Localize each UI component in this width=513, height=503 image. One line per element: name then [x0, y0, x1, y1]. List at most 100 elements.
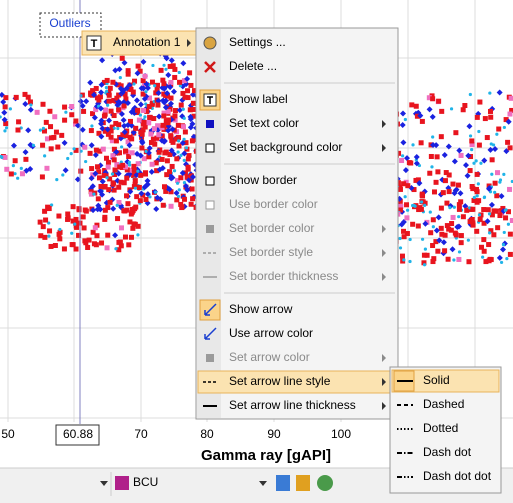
point	[115, 203, 119, 207]
menu-item[interactable]: Set arrow line thickness	[203, 398, 386, 412]
point	[48, 124, 54, 130]
point	[165, 109, 171, 115]
point	[154, 190, 158, 194]
point	[82, 238, 88, 244]
point	[413, 160, 420, 167]
point	[144, 177, 151, 184]
point	[0, 99, 7, 106]
point	[165, 72, 172, 79]
point	[488, 91, 492, 95]
point	[184, 146, 189, 150]
point	[424, 252, 430, 258]
menu-item[interactable]: Delete ...	[204, 59, 277, 73]
menu-item[interactable]: Show arrow	[199, 299, 293, 321]
menu-item[interactable]: Settings ...	[203, 35, 286, 50]
point	[438, 225, 444, 231]
point	[177, 70, 181, 75]
menu-item-label: Set arrow color	[229, 350, 310, 364]
point	[87, 150, 93, 156]
point	[121, 180, 127, 186]
point	[427, 170, 433, 176]
point	[503, 215, 509, 221]
menu-item[interactable]: Set arrow line style	[197, 370, 397, 394]
menu-item[interactable]: Set text color	[206, 116, 386, 130]
point	[484, 218, 491, 225]
submenu-item[interactable]: Dashed	[397, 397, 464, 411]
dropdown-arrow[interactable]	[100, 481, 108, 486]
point	[69, 152, 73, 156]
point	[401, 234, 407, 240]
menu-item[interactable]: Show border	[205, 173, 297, 187]
toolbar-button[interactable]	[317, 475, 333, 491]
submenu-item[interactable]: Solid	[391, 369, 500, 393]
point	[53, 129, 59, 135]
point	[397, 207, 403, 213]
point	[74, 122, 81, 129]
point	[124, 175, 130, 181]
point	[175, 181, 180, 185]
point	[476, 142, 482, 148]
submenu-item[interactable]: Dotted	[397, 421, 458, 435]
point	[116, 107, 122, 113]
point	[13, 172, 17, 176]
point	[116, 200, 122, 206]
submenu-item[interactable]: Dash dot	[397, 445, 472, 459]
point	[456, 202, 462, 208]
point	[72, 147, 76, 151]
point	[431, 189, 437, 195]
point	[141, 107, 147, 113]
point	[3, 129, 7, 133]
point	[462, 102, 468, 108]
curve-icon	[115, 476, 129, 490]
point	[116, 66, 123, 73]
x-tick-label: 90	[267, 427, 281, 441]
point	[167, 151, 173, 157]
menu-item[interactable]: Set background color	[205, 140, 386, 154]
point	[487, 212, 492, 216]
point	[450, 214, 456, 220]
point	[142, 171, 148, 177]
point	[486, 258, 492, 264]
point	[61, 246, 67, 252]
submenu-item[interactable]: Dash dot dot	[397, 469, 492, 483]
submenu-item-label: Dash dot	[423, 445, 472, 459]
point	[29, 103, 33, 107]
point	[90, 124, 94, 128]
point	[187, 107, 193, 113]
point	[444, 223, 450, 229]
point	[73, 246, 79, 252]
point	[139, 138, 146, 145]
point	[81, 108, 87, 114]
curve-name[interactable]: BCU	[133, 475, 158, 489]
point	[431, 225, 435, 229]
point	[88, 191, 94, 197]
toolbar-button[interactable]	[296, 475, 310, 491]
toolbar-button[interactable]	[276, 475, 290, 491]
point	[168, 79, 174, 85]
point	[490, 172, 494, 176]
point	[133, 186, 138, 190]
point	[161, 85, 168, 92]
dropdown-arrow[interactable]	[259, 481, 267, 486]
point	[126, 153, 132, 159]
highlight	[391, 369, 500, 393]
point	[419, 200, 424, 204]
point	[119, 225, 125, 231]
point	[161, 81, 167, 87]
point	[399, 122, 406, 129]
point	[121, 129, 128, 136]
point	[428, 230, 434, 236]
point	[474, 171, 480, 177]
point	[38, 128, 43, 132]
menu-item[interactable]: Use arrow color	[204, 326, 313, 340]
point	[4, 126, 9, 130]
point	[163, 92, 169, 98]
point	[136, 233, 140, 237]
point	[172, 66, 178, 72]
point	[122, 91, 128, 97]
point	[438, 205, 444, 211]
menu-item[interactable]: Show label	[199, 89, 288, 111]
annotation-item[interactable]: T Annotation 1	[81, 30, 197, 56]
point	[188, 201, 194, 207]
menu-item-label: Set background color	[229, 140, 342, 154]
